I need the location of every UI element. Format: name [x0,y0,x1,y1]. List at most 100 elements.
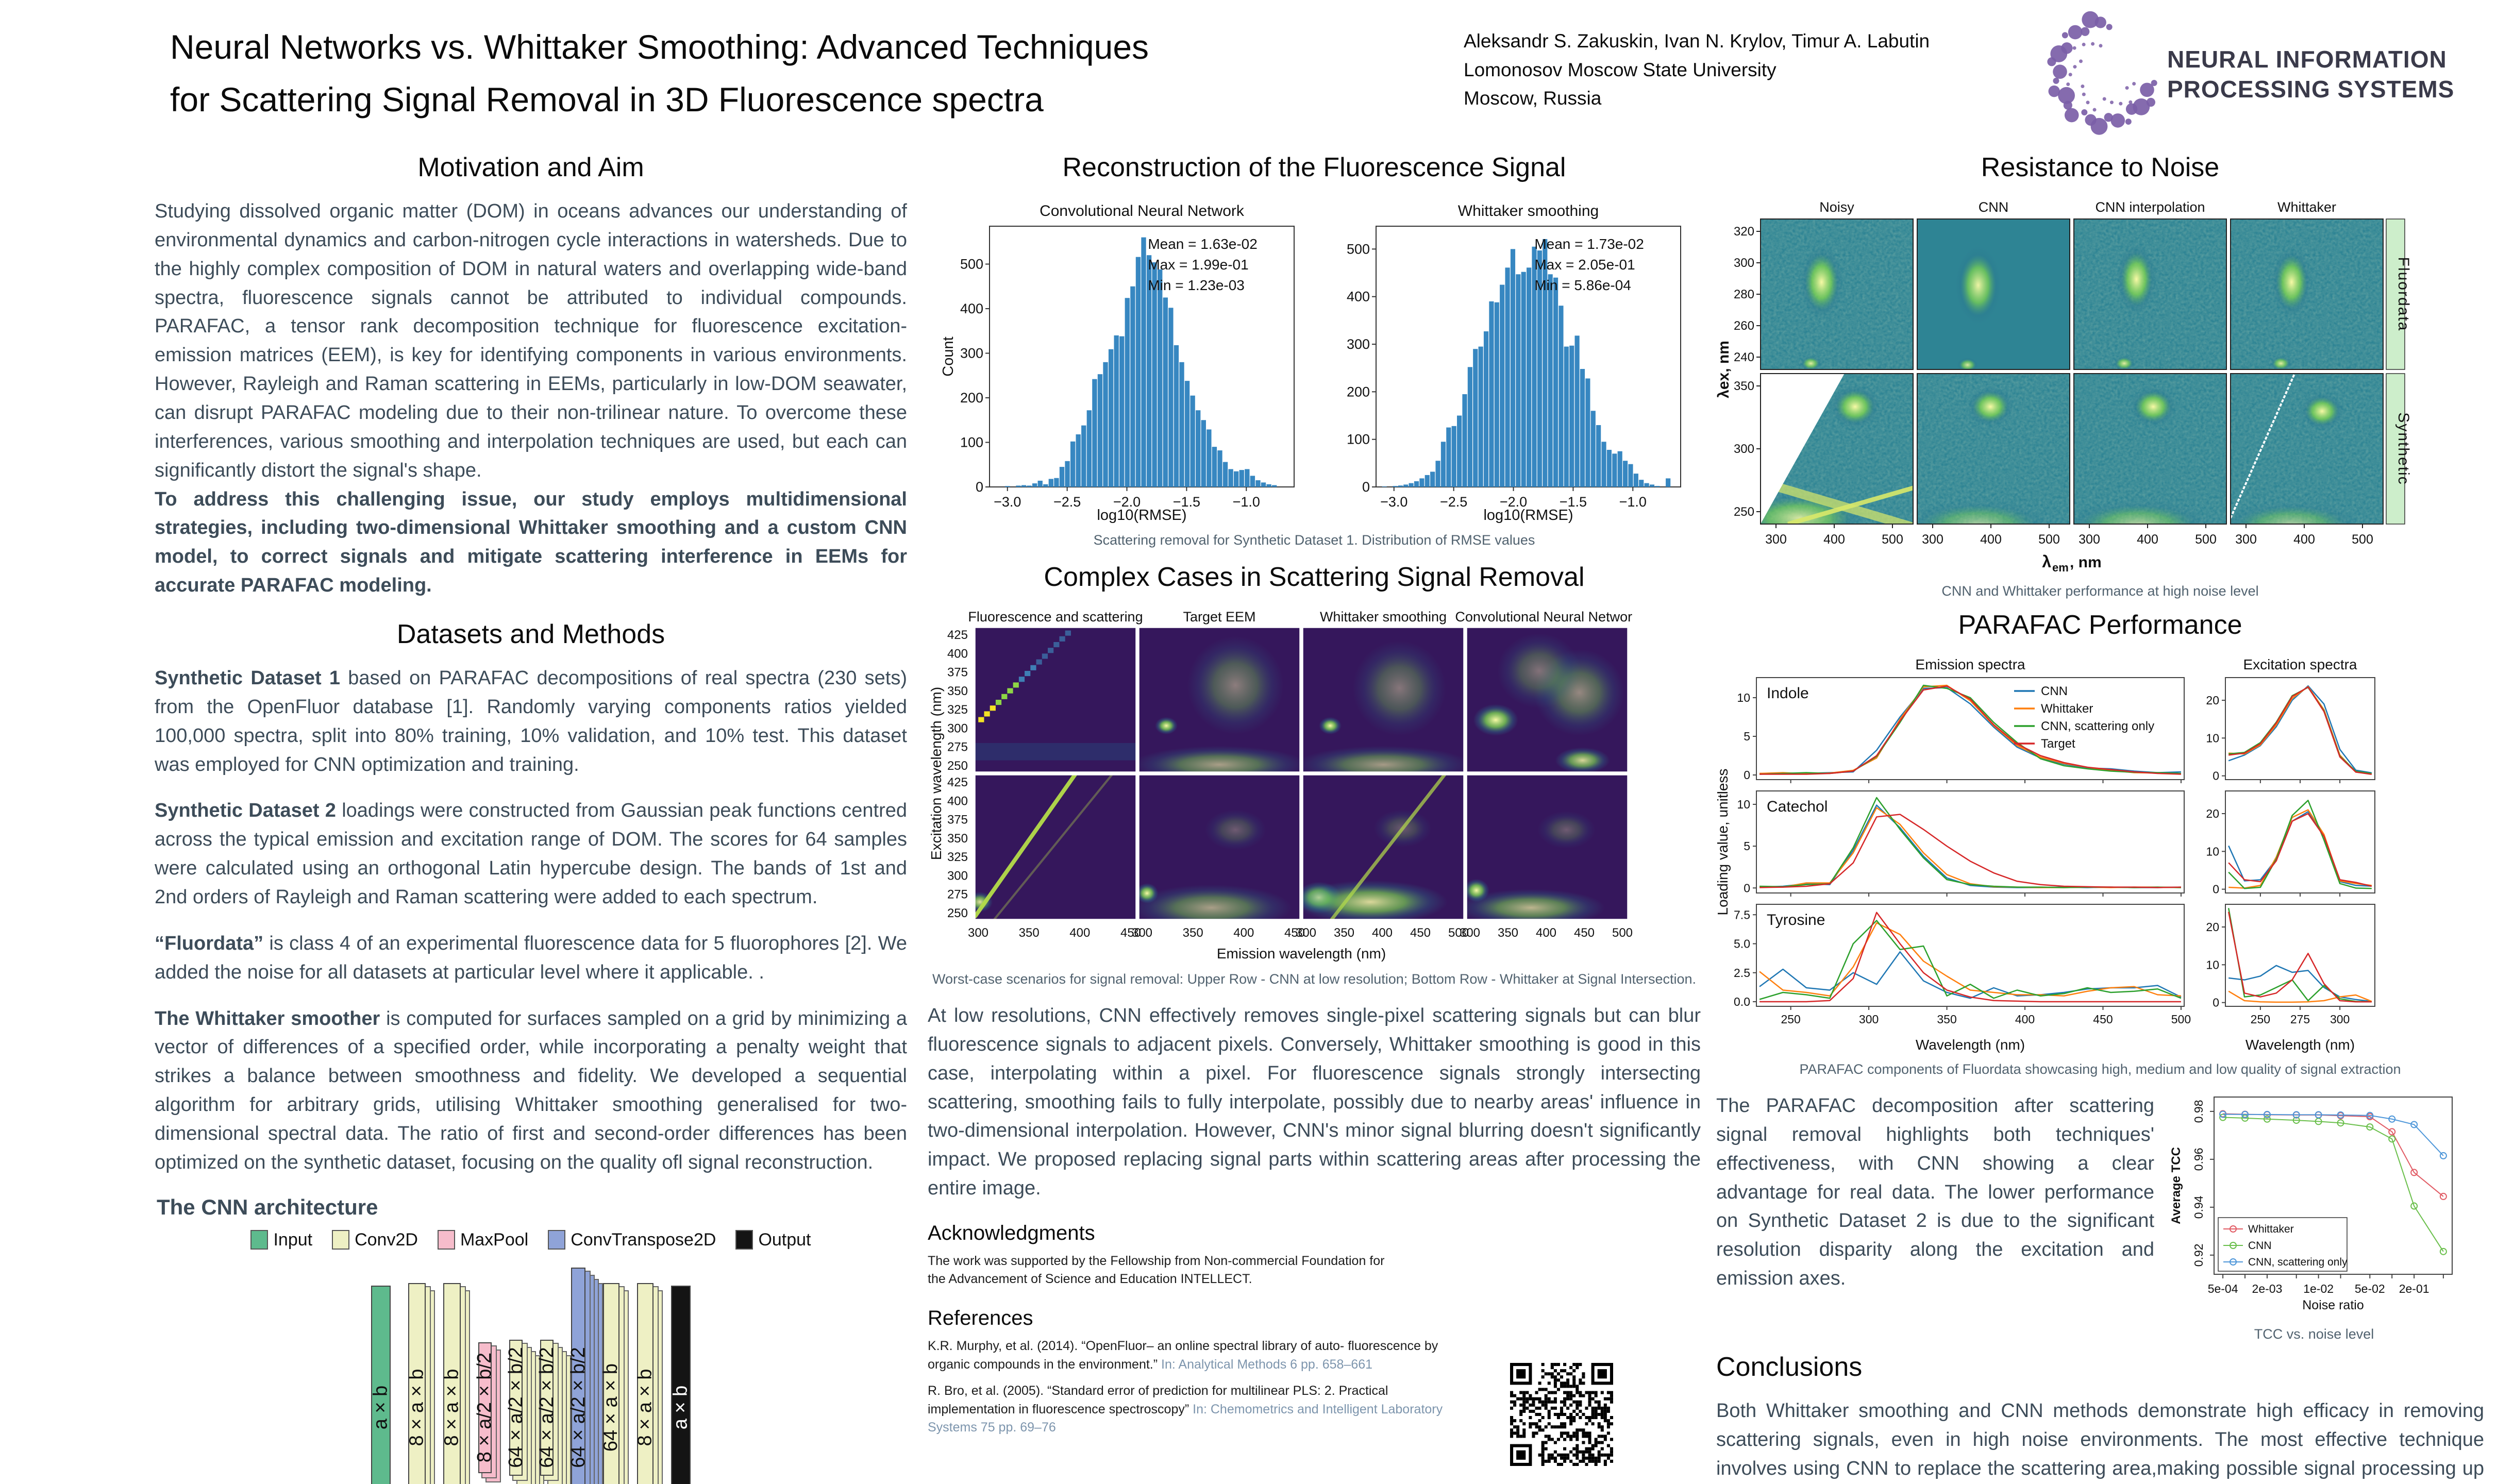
svg-text:500: 500 [2171,1013,2191,1026]
svg-text:Target EEM: Target EEM [1183,609,1255,625]
svg-text:300: 300 [1460,926,1480,940]
svg-text:400: 400 [1980,532,2002,547]
svg-text:350: 350 [1183,926,1203,940]
cnn-legend-item: Input [250,1230,312,1250]
svg-text:425: 425 [947,628,968,642]
svg-text:450: 450 [1574,926,1595,940]
datasets-heading: Datasets and Methods [396,619,665,650]
neurips-logo-icon [2047,11,2157,135]
svg-text:0: 0 [1744,881,1750,895]
conclusions-body: Both Whittaker smoothing and CNN methods… [1716,1400,2484,1479]
author-names: Aleksandr S. Zakuskin, Ivan N. Krylov, T… [1464,30,1930,52]
svg-text:500: 500 [2195,532,2217,547]
histogram-cnn: Convolutional Neural Network 0 100 200 300 40… [941,203,1295,524]
dataset-paragraph: “Fluordata” is class 4 of an experimenta… [155,932,907,983]
svg-text:250: 250 [2251,1013,2270,1026]
svg-text:300: 300 [968,926,988,940]
svg-text:350: 350 [1734,379,1754,393]
svg-text:Convolutional Neural Network: Convolutional Neural Network [1040,203,1245,220]
svg-text:300: 300 [1922,532,1943,547]
svg-text:5e-04: 5e-04 [2208,1282,2238,1295]
svg-text:300: 300 [947,869,968,883]
svg-text:0.94: 0.94 [2192,1195,2205,1219]
svg-text:2e-01: 2e-01 [2399,1282,2429,1295]
cnn-layer-convT: 64 × a/2 × b/2kernel: 3padding: 1stride:… [567,1267,589,1484]
svg-text:400: 400 [2137,532,2158,547]
reference-list: K.R. Murphy, et al. (2014). “OpenFluor– … [928,1337,1701,1437]
reference-source-link[interactable]: In: Analytical Methods 6 pp. 658–661 [1161,1357,1373,1372]
svg-text:−2.0: −2.0 [1113,494,1141,510]
cnn-layer-note: kernel: 2×2 [446,1481,523,1484]
svg-text:−1.0: −1.0 [1233,494,1260,510]
svg-text:0: 0 [976,479,983,495]
svg-text:400: 400 [1069,926,1090,940]
right-column: Resistance to Noise Noisy CNN CNN interpol… [1715,152,2484,1484]
ack-text: The work was supported by the Fellowship… [928,1254,1385,1287]
svg-text:300: 300 [1734,442,1754,456]
svg-text:275: 275 [2290,1013,2310,1026]
svg-text:500: 500 [960,257,983,272]
poster-title-line1: Neural Networks vs. Whittaker Smoothing:… [170,28,1149,66]
authors-block: Aleksandr S. Zakuskin, Ivan N. Krylov, T… [1464,27,2046,113]
svg-text:200: 200 [1347,384,1370,399]
complex-body: At low resolutions, CNN effectively remo… [928,1005,1701,1200]
svg-text:−2.5: −2.5 [1440,494,1467,510]
svg-text:325: 325 [947,850,968,864]
svg-text:2e-03: 2e-03 [2252,1282,2283,1295]
cnn-layer-conv: 64 × a/2 × b/2kernel: 9padding: 4 [505,1339,527,1476]
svg-text:0.96: 0.96 [2192,1148,2205,1171]
tcc-caption: TCC vs. noise level [2254,1326,2374,1342]
neurips-wordmark: NEURAL INFORMATION PROCESSING SYSTEMS [2167,46,2455,103]
svg-text:400: 400 [1347,289,1370,305]
svg-text:350: 350 [1937,1013,1956,1026]
reference-source-link[interactable]: In: Chemometrics and Intelligent Laborat… [928,1402,1443,1435]
svg-text:Wavelength (nm): Wavelength (nm) [2245,1037,2355,1053]
svg-text:300: 300 [1296,926,1316,940]
svg-text:Synthetic: Synthetic [2395,412,2412,485]
cnn-architecture-diagram: a × b 8 × a × bkernel: 3padding: 1 8 × a ×… [155,1263,907,1484]
svg-text:275: 275 [947,740,968,754]
svg-text:Noisy: Noisy [1819,199,1854,215]
svg-text:400: 400 [947,647,968,661]
svg-text:−1.0: −1.0 [1619,494,1647,510]
svg-text:0: 0 [2213,883,2219,896]
svg-text:Fluorescence and scattering: Fluorescence and scattering [968,609,1143,625]
ack-heading: Acknowledgments [928,1222,1095,1245]
tcc-plot: 0.92 0.94 0.96 0.98 5e-04 2e-03 1e-02 5e-02 2e-0… [2169,1092,2458,1321]
poster-title-line2: for Scattering Signal Removal in 3D Fluo… [170,80,1044,119]
svg-text:Whittaker smoothing: Whittaker smoothing [1458,203,1599,220]
conclusions-heading: Conclusions [1716,1352,1863,1382]
svg-text:Whittaker: Whittaker [2277,199,2336,215]
cnn-layer-conv: 8 × a × bkernel: 3padding: 1 [441,1283,463,1484]
svg-text:400: 400 [1823,532,1845,547]
svg-text:375: 375 [947,813,968,827]
cnn-layer-conv: 64 × a × bkernel: 13padding: 6 [600,1283,622,1484]
svg-text:300: 300 [2330,1013,2350,1026]
svg-text:375: 375 [947,666,968,680]
location: Moscow, Russia [1464,88,1602,109]
svg-text:log10(RMSE): log10(RMSE) [1097,507,1186,524]
histogram-whittaker: Whittaker smoothing 0 100 200 300 400 500 −3.0 −… [1347,203,1681,524]
svg-text:300: 300 [1347,336,1370,352]
reconstruction-heading: Reconstruction of the Fluorescence Signa… [1062,153,1566,182]
svg-text:300: 300 [1765,532,1787,547]
svg-text:λ: λ [2042,552,2051,571]
svg-text:260: 260 [1734,319,1754,333]
svg-text:−3.0: −3.0 [994,494,1021,510]
svg-text:280: 280 [1734,288,1754,301]
svg-text:0: 0 [1744,768,1750,782]
motivation-emphasis: To address this challenging issue, our s… [155,488,907,597]
svg-text:Max = 1.99e-01: Max = 1.99e-01 [1148,257,1248,273]
svg-text:450: 450 [1120,926,1141,940]
svg-text:500: 500 [2038,532,2060,547]
parafac-body: The PARAFAC decomposition after scatteri… [1716,1095,2154,1290]
parafac-grid: Emission spectra Excitation spectra 0 5 10 In… [1715,655,2484,1056]
svg-text:275: 275 [947,888,968,902]
svg-text:20: 20 [2206,920,2219,934]
svg-text:400: 400 [1536,926,1556,940]
reference-item: R. Bro, et al. (2005). “Standard error o… [928,1384,1443,1435]
svg-text:200: 200 [960,390,983,406]
svg-text:0: 0 [1362,479,1370,495]
cnn-arch-heading: The CNN architecture [157,1194,378,1219]
svg-text:350: 350 [1334,926,1354,940]
